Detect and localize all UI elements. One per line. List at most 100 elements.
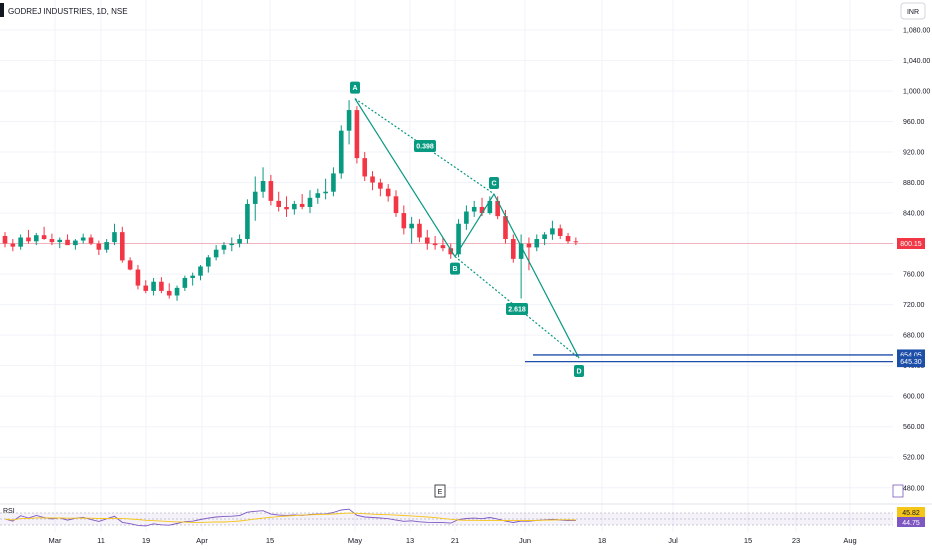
candle-body [237, 239, 242, 244]
x-tick-label: 23 [792, 536, 800, 545]
candle-body [190, 275, 195, 278]
x-tick-label: Aug [843, 536, 856, 545]
rsi-ma-value-badge: 44.75 [897, 517, 925, 527]
candle-body [245, 203, 250, 240]
y-tick-label: 720.00 [903, 302, 925, 309]
x-tick-label: 18 [598, 536, 606, 545]
rsi-line [4, 508, 576, 527]
y-tick-label: 600.00 [903, 394, 925, 401]
pattern-point-label: B [452, 266, 457, 273]
candle-body [440, 245, 446, 249]
candle-body [331, 173, 336, 192]
x-tick-label: Apr [196, 536, 208, 545]
candle-body [2, 235, 8, 244]
y-tick-label: 560.00 [903, 424, 925, 431]
symbol-header[interactable]: GODREJ INDUSTRIES, 1D, NSE [0, 3, 128, 17]
rsi-value-badge: 45.82 [897, 507, 925, 517]
candle-body [456, 223, 461, 255]
candle-body [526, 243, 532, 248]
ratio-label: 0.398 [416, 144, 434, 151]
target-level-label: 654.05 [900, 352, 922, 359]
pattern-point-badge [574, 365, 584, 378]
candle-body [104, 242, 109, 250]
pattern-point-label: D [576, 369, 581, 376]
x-tick-label: Jun [519, 536, 531, 545]
candle-body [479, 206, 485, 214]
harmonic-pattern[interactable]: A B C D 0.398 2.618 [350, 81, 893, 378]
candle-body [495, 200, 500, 217]
candles [2, 100, 579, 301]
x-axis[interactable]: Mar 11 19 Apr 15 May 13 21 Jun 18 Jul 15 23 Aug [49, 536, 857, 545]
rsi-pane[interactable]: RSI 45.82 44.75 [0, 503, 932, 527]
pattern-leg-ab [354, 98, 456, 257]
candle-body [213, 249, 219, 258]
candle-body [174, 287, 180, 296]
candle-body [432, 243, 438, 246]
pattern-point-label: A [352, 85, 357, 92]
candle-body [41, 235, 47, 240]
last-price-label: 800.15 [900, 241, 922, 248]
x-tick-label: 13 [406, 536, 414, 545]
x-tick-label: 21 [451, 536, 459, 545]
y-tick-label: 1,040.00 [903, 58, 930, 65]
candle-body [18, 237, 23, 247]
ratio-label: 2.618 [508, 307, 526, 314]
candle-body [284, 206, 289, 210]
pattern-point-label: C [491, 181, 496, 188]
candle-body [557, 228, 563, 236]
svg-text:44.75: 44.75 [902, 520, 920, 527]
candle-body [573, 241, 579, 243]
y-axis[interactable]: 1,080.00 1,040.00 1,000.00 960.00 920.00 880.… [897, 27, 930, 492]
candle-body [73, 240, 78, 246]
candle-body [26, 237, 31, 242]
candle-body [424, 237, 430, 244]
candle-body [57, 239, 63, 243]
pattern-leg-bc [454, 193, 495, 257]
candle-body [10, 243, 16, 247]
candle-body [464, 211, 469, 224]
candle-body [268, 181, 274, 201]
candle-body [221, 245, 227, 250]
candle-body [385, 188, 391, 197]
candle-body [362, 158, 368, 177]
candle-body [143, 285, 149, 291]
candle-body [49, 239, 55, 243]
candle-body [550, 228, 555, 235]
candle-body [503, 216, 508, 240]
rsi-label: RSI [3, 508, 15, 515]
scroll-right-icon[interactable] [892, 484, 904, 498]
event-marker[interactable]: E [434, 484, 446, 498]
y-tick-label: 520.00 [903, 455, 925, 462]
candle-body [252, 191, 258, 204]
candle-body [370, 176, 375, 183]
candle-body [378, 182, 383, 189]
x-tick-label: May [348, 536, 362, 545]
candle-body [354, 110, 360, 159]
candle-body [471, 206, 477, 212]
pattern-leg-cd [493, 193, 580, 359]
candle-body [315, 193, 321, 198]
svg-text:E: E [438, 489, 443, 496]
candle-body [542, 234, 547, 240]
candle-body [565, 235, 571, 242]
x-tick-label: 19 [142, 536, 150, 545]
candle-body [487, 200, 493, 214]
ratio-badge [506, 303, 528, 315]
currency-button[interactable]: INR [900, 2, 926, 20]
candle-body [127, 260, 133, 270]
candle-body [206, 257, 211, 267]
candle-body [260, 181, 266, 192]
candle-body [151, 281, 156, 291]
candle-body [88, 237, 94, 244]
candle-body [292, 203, 297, 210]
candle-body [346, 110, 352, 131]
x-grid [54, 0, 851, 532]
candle-body [112, 232, 117, 243]
y-tick-label: 760.00 [903, 272, 925, 279]
rsi-ma-line [4, 512, 576, 523]
candle-body [276, 200, 281, 207]
symbol-title: GODREJ INDUSTRIES, 1D, NSE [8, 7, 128, 16]
target-level-badge [897, 356, 925, 368]
candle-body [307, 197, 313, 207]
